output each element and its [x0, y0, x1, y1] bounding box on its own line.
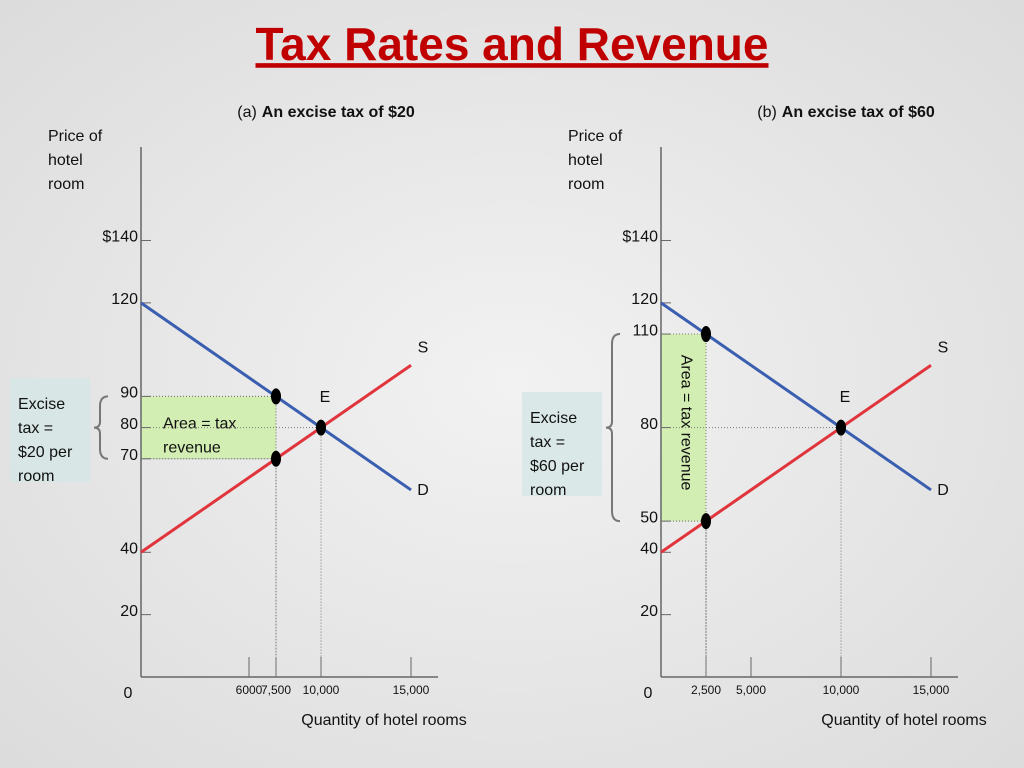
equilibrium-point: [836, 419, 846, 436]
tax-point: [701, 326, 711, 343]
tax-point: [271, 388, 281, 405]
subtitle-text: An excise tax of $60: [782, 104, 935, 121]
origin-label: 0: [644, 685, 653, 702]
panel-label: (b): [757, 104, 777, 121]
origin-label: 0: [124, 685, 133, 702]
y-axis-label: hotel: [48, 152, 83, 169]
area-label: Area = tax revenue: [677, 355, 694, 491]
subtitle-text: An excise tax of $20: [262, 104, 415, 121]
tax-label: tax =: [530, 434, 565, 451]
x-tick-label: 10,000: [303, 683, 340, 697]
y-tick-label: 70: [120, 447, 138, 464]
curve-label: D: [937, 482, 949, 499]
tax-label-box: [522, 392, 602, 496]
y-axis-label: hotel: [568, 152, 603, 169]
x-tick-label: 2,500: [691, 683, 721, 697]
subtitle: (b) An excise tax of $60: [757, 104, 935, 121]
tax-label: room: [530, 482, 566, 499]
panel-label: (a): [237, 104, 257, 121]
x-tick-label: 15,000: [913, 683, 950, 697]
equilibrium-label: E: [840, 389, 851, 406]
y-axis-label: room: [568, 176, 604, 193]
tax-label: tax =: [18, 420, 53, 437]
y-tick-label: 50: [640, 509, 658, 526]
x-tick-label: 10,000: [823, 683, 860, 697]
x-axis-label: Quantity of hotel rooms: [301, 712, 466, 729]
x-tick-label: 7,500: [261, 683, 291, 697]
tax-label: $20 per: [18, 444, 73, 461]
x-tick-label: 15,000: [393, 683, 430, 697]
x-axis-label: Quantity of hotel rooms: [821, 712, 986, 729]
y-tick-label: 120: [631, 291, 658, 308]
tax-point: [701, 513, 711, 530]
brace: [605, 333, 621, 523]
tax-label: room: [18, 468, 54, 485]
tax-label: Excise: [530, 410, 577, 427]
y-tick-label: 40: [120, 541, 138, 558]
equilibrium-point: [316, 419, 326, 436]
tax-label: $60 per: [530, 458, 585, 475]
y-tick-label: $140: [622, 229, 658, 246]
y-tick-label: 120: [111, 291, 138, 308]
curve-label: S: [938, 339, 949, 356]
curve-label: S: [418, 339, 429, 356]
y-tick-label: 80: [640, 416, 658, 433]
tax-label-box: [10, 378, 90, 482]
y-tick-label: 20: [640, 603, 658, 620]
x-tick-label: 6000: [236, 683, 263, 697]
area-label: revenue: [163, 440, 221, 457]
subtitle: (a) An excise tax of $20: [237, 104, 415, 121]
x-tick-label: 5,000: [736, 683, 766, 697]
y-tick-label: 80: [120, 416, 138, 433]
brace: [93, 395, 109, 460]
y-axis-label: Price of: [48, 128, 103, 145]
y-tick-label: 40: [640, 541, 658, 558]
y-tick-label: 90: [120, 385, 138, 402]
y-axis-label: room: [48, 176, 84, 193]
y-tick-label: 20: [120, 603, 138, 620]
curve-label: D: [417, 482, 429, 499]
area-label: Area = tax: [163, 416, 236, 433]
slide-title: Tax Rates and Revenue: [255, 18, 768, 70]
tax-label: Excise: [18, 396, 65, 413]
equilibrium-label: E: [320, 389, 331, 406]
tax-point: [271, 450, 281, 467]
y-tick-label: 110: [632, 322, 658, 339]
y-axis-label: Price of: [568, 128, 623, 145]
y-tick-label: $140: [102, 229, 138, 246]
